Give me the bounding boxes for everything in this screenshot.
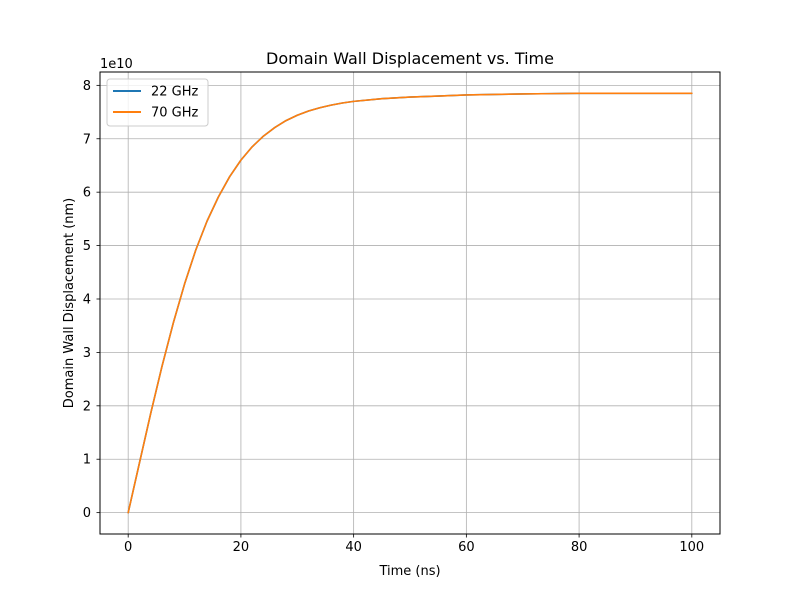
x-tick-label: 40 — [345, 540, 362, 555]
x-tick-label: 0 — [124, 540, 132, 555]
y-tick-label: 2 — [83, 399, 91, 414]
y-tick-label: 8 — [83, 79, 91, 94]
y-tick-label: 6 — [83, 186, 91, 201]
y-tick-label: 4 — [83, 292, 91, 307]
y-tick-label: 0 — [83, 506, 91, 521]
y-axis-offset-label: 1e10 — [100, 57, 133, 72]
x-tick-label: 100 — [679, 540, 704, 555]
plot-frame — [99, 71, 721, 535]
series-line-70ghz — [127, 92, 693, 514]
x-axis-label: Time (ns) — [378, 564, 440, 579]
y-tick-label: 5 — [83, 239, 91, 254]
axis-ticks: 0 20 40 60 80 100 0 1 2 3 4 5 6 7 8 — [83, 79, 705, 555]
grid — [100, 72, 720, 534]
series-lines — [127, 92, 693, 514]
x-tick-label: 60 — [458, 540, 475, 555]
y-axis-label: Domain Wall Displacement (nm) — [62, 198, 77, 408]
y-tick-label: 7 — [83, 132, 91, 147]
x-tick-label: 20 — [233, 540, 250, 555]
legend-label-70ghz: 70 GHz — [151, 106, 199, 121]
chart-title: Domain Wall Displacement vs. Time — [266, 49, 554, 68]
x-tick-label: 80 — [571, 540, 588, 555]
y-tick-label: 3 — [83, 346, 91, 361]
y-tick-label: 1 — [83, 453, 91, 468]
legend: 22 GHz 70 GHz — [106, 78, 209, 127]
legend-label-22ghz: 22 GHz — [151, 85, 199, 100]
